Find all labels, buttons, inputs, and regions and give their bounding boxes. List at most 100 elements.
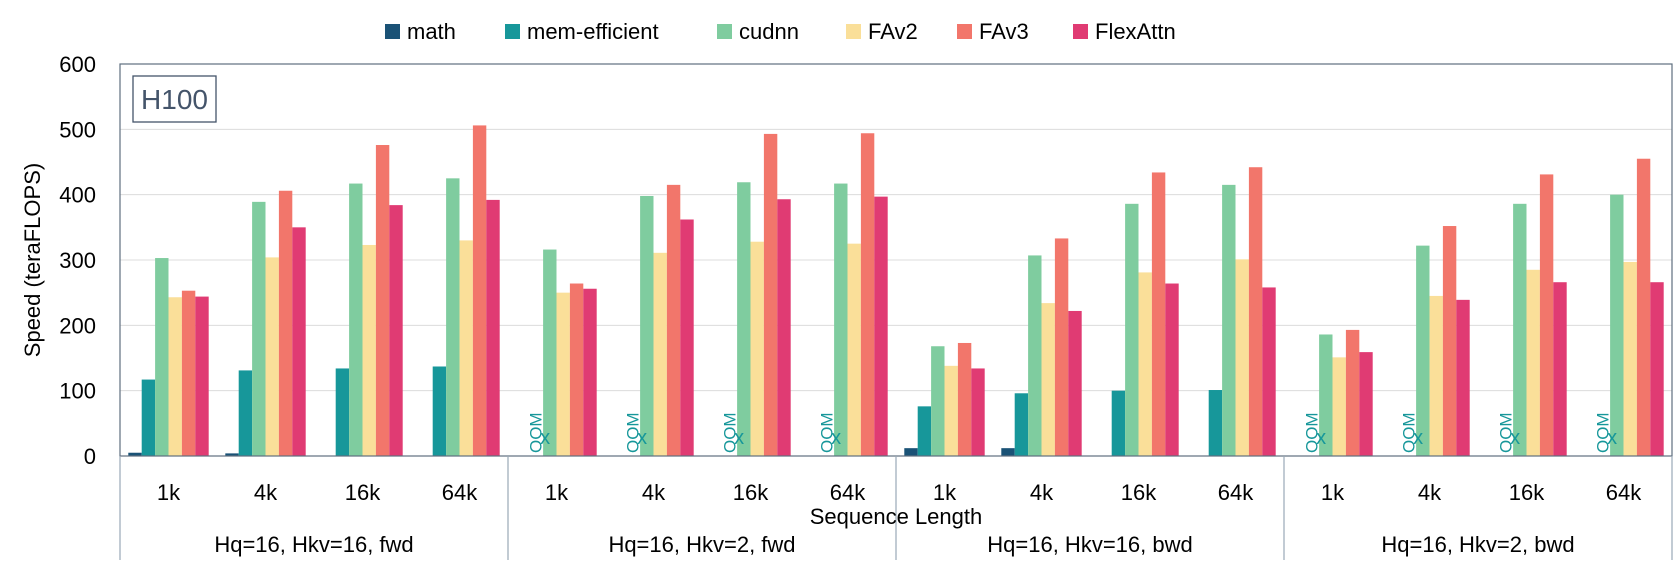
bar [680,219,694,456]
x-tick-label: 16k [733,480,769,505]
legend-swatch [505,24,520,39]
bar [141,379,156,456]
x-axis: 1k 4k 16k 64k Hq=16, Hkv=16, fwd 1k 4k 16k 64k Hq… [119,456,1673,560]
bar [168,297,182,456]
bar [181,290,196,456]
bar [971,368,985,456]
bar [292,227,306,456]
bar [1111,390,1126,456]
bar [1028,255,1042,456]
bar [666,184,681,456]
x-mark: x [1607,427,1617,449]
x-tick-label: 1k [545,480,569,505]
bar [155,258,169,456]
bar [1456,299,1470,456]
bar [1068,310,1082,456]
bar [349,183,363,456]
legend-swatch [385,24,400,39]
bar [265,257,279,456]
bar [1442,226,1457,456]
legend: math mem-efficient cudnn FAv2 FAv3 FlexAttn [385,19,1176,44]
badge-box [132,75,217,123]
badge-label: H100 [141,84,208,115]
x-mark: x [831,427,841,449]
legend-swatch [846,24,861,39]
legend-label: FAv2 [868,19,918,44]
bar [195,296,209,456]
x-axis-title: Sequence Length [810,504,983,529]
legend-label: FAv3 [979,19,1029,44]
x-tick-label: 16k [1509,480,1545,505]
x-mark: x [540,427,550,449]
y-tick-label: 100 [59,379,96,404]
bar [238,370,253,456]
y-tick-label: 0 [84,444,96,469]
bar [1429,295,1443,456]
legend-label: cudnn [739,19,799,44]
bar [931,346,945,456]
bar [750,241,764,456]
bar [917,406,932,456]
x-mark: x [637,427,647,449]
bar [1610,194,1624,456]
bar [777,199,791,457]
bar [225,453,239,456]
bar [1416,245,1430,456]
bar [252,201,266,456]
x-tick-label: 4k [1030,480,1054,505]
bar [1553,282,1567,456]
x-tick-label: 64k [442,480,478,505]
x-tick-label: 4k [254,480,278,505]
x-tick-label: 16k [345,480,381,505]
bar [1513,203,1527,456]
bar [446,178,460,457]
y-tick-label: 300 [59,248,96,273]
bar [1138,272,1152,456]
x-tick-label: 1k [1321,480,1345,505]
y-tick-label: 600 [59,52,96,77]
bar [389,205,403,456]
bar [459,240,473,456]
group-label: Hq=16, Hkv=2, bwd [1381,532,1574,557]
bar [737,182,751,456]
x-mark: x [734,427,744,449]
bar [1623,261,1637,456]
bar [1125,203,1139,456]
legend-label: FlexAttn [1095,19,1176,44]
oom-label: OOM [1302,412,1321,453]
bar [1262,287,1276,456]
x-mark: x [1510,427,1520,449]
bar [1359,352,1373,456]
chart-badge: H100 [132,75,217,123]
bar [1208,390,1223,456]
bar [1014,393,1029,456]
y-tick-label: 400 [59,183,96,208]
bar [834,183,848,456]
bar [1526,269,1540,456]
x-tick-label: 64k [830,480,866,505]
bar [904,448,918,456]
x-mark: x [1316,427,1326,449]
x-tick-label: 64k [1218,480,1254,505]
bar [1001,448,1015,456]
y-axis-ticks: 0 100 200 300 400 500 600 [59,52,96,469]
legend-swatch [957,24,972,39]
bar [1165,283,1179,456]
legend-label: mem-efficient [527,19,659,44]
bar [957,342,972,456]
bar [432,366,447,456]
oom-label: OOM [720,412,739,453]
legend-swatch [1073,24,1088,39]
legend-label: math [407,19,456,44]
x-tick-label: 1k [157,480,181,505]
x-tick-label: 1k [933,480,957,505]
oom-label: OOM [1496,412,1515,453]
bar [763,133,778,456]
y-tick-label: 200 [59,313,96,338]
bar [1539,174,1554,456]
x-tick-label: 4k [642,480,666,505]
oom-label: OOM [623,412,642,453]
y-axis-title: Speed (teraFLOPS) [20,163,45,357]
oom-label: OOM [526,412,545,453]
